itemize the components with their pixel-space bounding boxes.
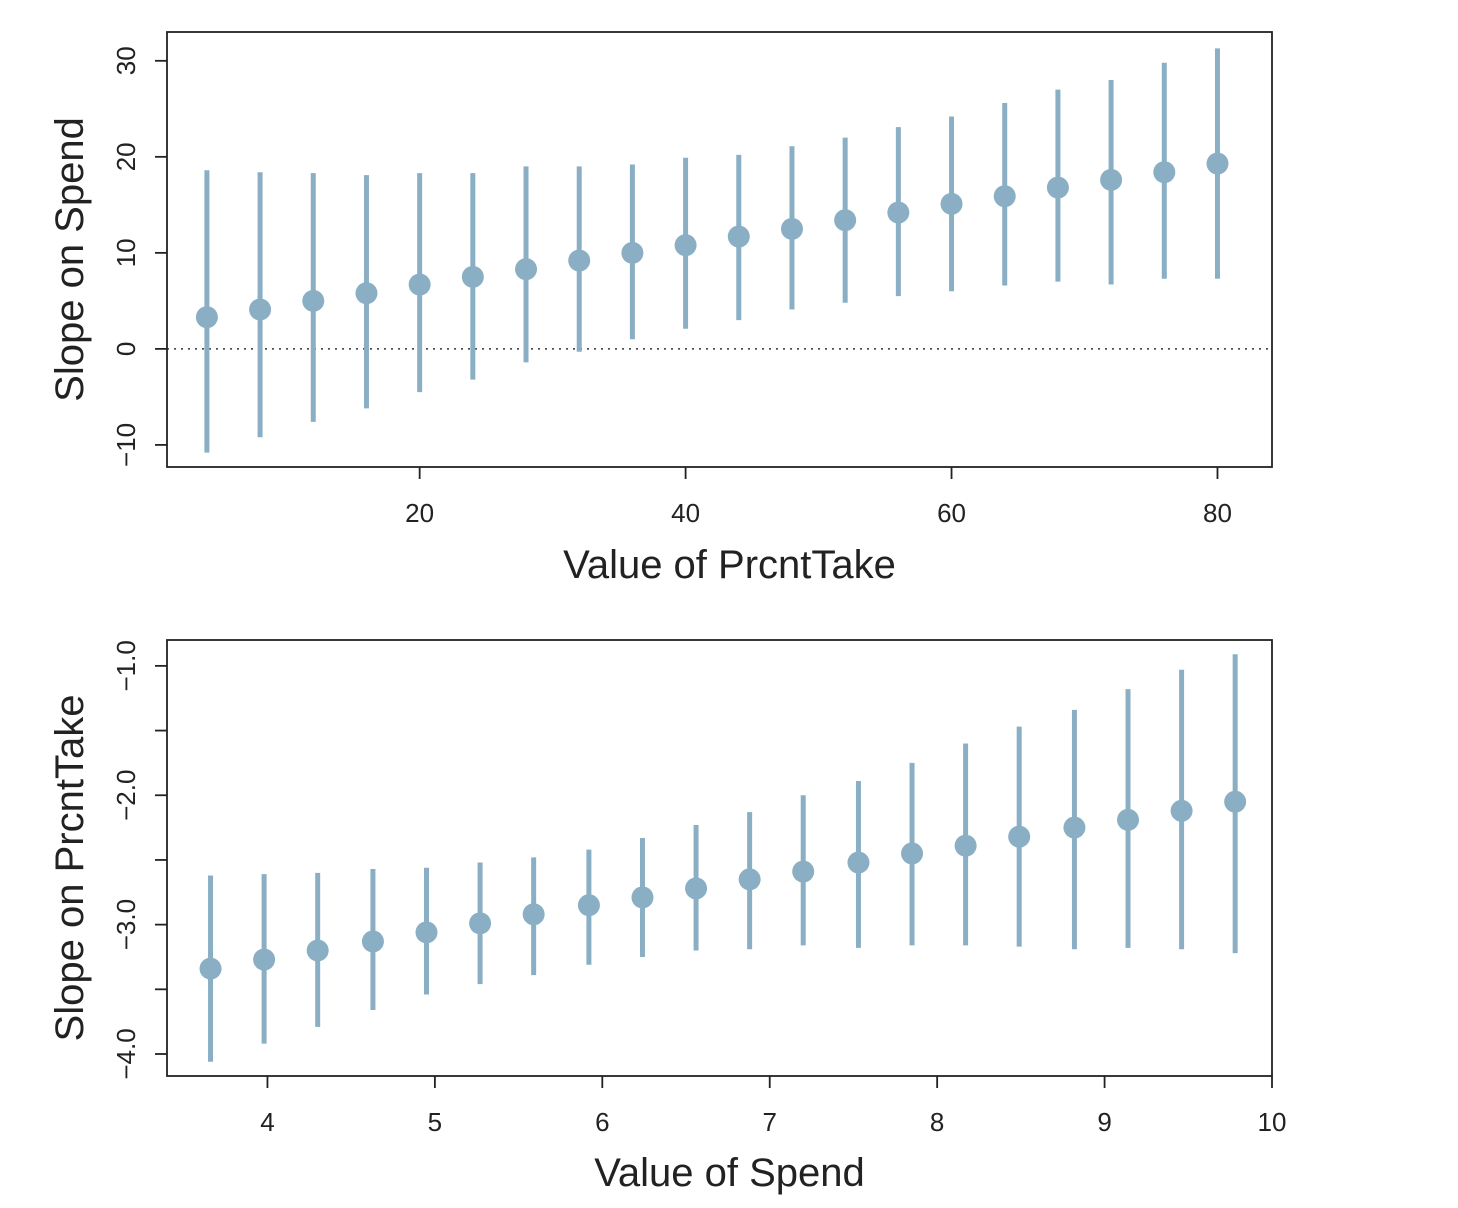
data-point-5	[415, 921, 438, 944]
data-point-3	[306, 939, 329, 962]
data-point-11	[727, 225, 750, 248]
y-tick-label-5: 30	[111, 46, 141, 75]
x-tick-label-6: 9	[1097, 1107, 1111, 1137]
data-point-11	[738, 868, 761, 891]
y-tick-label-4: −1.0	[111, 640, 141, 691]
data-point-16	[993, 185, 1016, 208]
data-point-17	[1063, 816, 1086, 839]
data-point-6	[461, 265, 484, 288]
data-point-2	[253, 948, 276, 971]
x-tick-label-7: 10	[1258, 1107, 1287, 1137]
data-point-13	[847, 851, 870, 874]
data-point-8	[568, 249, 591, 272]
data-point-6	[469, 912, 492, 935]
x-axis-title: Value of Spend	[594, 1151, 865, 1195]
data-point-10	[674, 234, 697, 257]
x-tick-label-2: 40	[671, 498, 700, 528]
data-point-15	[940, 192, 963, 215]
data-point-7	[522, 903, 545, 926]
data-point-15	[954, 834, 977, 857]
data-point-19	[1170, 799, 1193, 822]
data-point-20	[1206, 152, 1229, 175]
x-tick-label-3: 6	[595, 1107, 609, 1137]
data-point-3	[302, 289, 325, 312]
data-point-19	[1153, 161, 1176, 184]
panel-slope-on-prcnttake: 4 5 6 7 8 9 10 −4.0 −3.0 −2.0 −1.0 Value of Spend Sl…	[48, 639, 1287, 1195]
y-tick-label-1: −10	[111, 423, 141, 467]
data-point-2	[249, 298, 272, 321]
y-tick-label-2: 0	[111, 342, 141, 356]
data-point-1	[199, 957, 222, 980]
data-point-14	[887, 201, 910, 224]
data-point-14	[901, 842, 924, 865]
data-point-12	[780, 217, 803, 240]
data-point-18	[1117, 808, 1140, 831]
plot-frame	[166, 31, 1273, 468]
data-point-4	[361, 930, 384, 953]
data-point-10	[685, 877, 708, 900]
data-point-5	[408, 273, 431, 296]
x-tick-label-2: 5	[428, 1107, 442, 1137]
x-tick-label-4: 80	[1203, 498, 1232, 528]
data-point-13	[834, 209, 857, 232]
data-point-17	[1046, 176, 1069, 199]
data-point-9	[631, 886, 654, 909]
data-point-18	[1100, 168, 1123, 191]
y-tick-label-4: 20	[111, 142, 141, 171]
y-axis-title: Slope on PrcntTake	[48, 695, 92, 1042]
x-tick-label-1: 20	[405, 498, 434, 528]
data-point-9	[621, 241, 644, 264]
plot-frame	[166, 639, 1273, 1077]
data-point-20	[1224, 790, 1247, 813]
y-axis-title: Slope on Spend	[48, 117, 92, 402]
x-axis-title: Value of PrcntTake	[563, 543, 896, 587]
x-tick-label-4: 7	[762, 1107, 776, 1137]
data-point-4	[355, 282, 378, 305]
data-point-1	[195, 306, 218, 329]
panel-slope-on-spend: 20 40 60 80 −10 0 10 20 30 Value of PrcntTake Slop…	[48, 31, 1273, 587]
x-tick-label-5: 8	[930, 1107, 944, 1137]
data-point-16	[1008, 825, 1031, 848]
data-point-8	[577, 894, 600, 917]
x-tick-label-3: 60	[937, 498, 966, 528]
y-tick-label-3: 10	[111, 238, 141, 267]
data-point-12	[792, 860, 815, 883]
y-tick-label-2: −3.0	[111, 899, 141, 950]
y-tick-label-3: −2.0	[111, 770, 141, 821]
y-tick-label-1: −4.0	[111, 1028, 141, 1079]
data-point-7	[515, 258, 538, 281]
x-tick-label-1: 4	[260, 1107, 274, 1137]
